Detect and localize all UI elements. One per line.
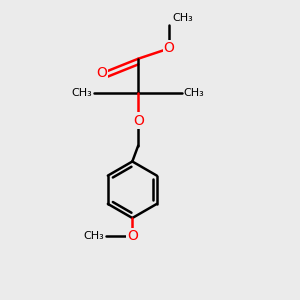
Text: O: O — [164, 41, 175, 56]
Text: O: O — [127, 229, 138, 243]
Text: CH₃: CH₃ — [72, 88, 93, 98]
Text: CH₃: CH₃ — [172, 14, 193, 23]
Text: CH₃: CH₃ — [84, 231, 104, 241]
Text: CH₃: CH₃ — [184, 88, 205, 98]
Text: O: O — [133, 114, 144, 128]
Text: O: O — [96, 66, 107, 80]
